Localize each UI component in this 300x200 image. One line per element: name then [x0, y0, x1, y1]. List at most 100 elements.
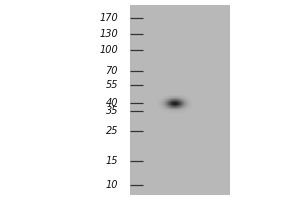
Bar	[178, 112, 179, 113]
Bar	[181, 105, 182, 106]
Bar	[179, 108, 180, 109]
Bar	[177, 105, 178, 106]
Bar	[180, 99, 181, 100]
Bar	[173, 106, 174, 107]
Bar	[168, 112, 169, 113]
Bar	[182, 106, 183, 107]
Bar	[187, 103, 188, 104]
Bar	[177, 102, 178, 103]
Bar	[180, 112, 181, 113]
Bar	[230, 0, 300, 200]
Bar	[173, 108, 174, 109]
Bar	[171, 102, 172, 103]
Bar	[164, 107, 165, 108]
Bar	[173, 105, 174, 106]
Bar	[172, 105, 173, 106]
Bar	[161, 106, 162, 107]
Bar	[173, 95, 174, 96]
Bar	[164, 97, 165, 98]
Bar	[166, 107, 167, 108]
Bar	[181, 102, 182, 103]
Bar	[187, 109, 188, 110]
Bar	[189, 98, 190, 99]
Bar	[164, 108, 165, 109]
Bar	[165, 99, 166, 100]
Bar	[162, 105, 163, 106]
Bar	[164, 105, 165, 106]
Bar	[175, 96, 176, 97]
Bar	[162, 106, 163, 107]
Bar	[188, 104, 189, 105]
Bar	[184, 96, 185, 98]
Text: 10: 10	[106, 180, 118, 190]
Bar	[171, 99, 172, 100]
Bar	[183, 110, 184, 112]
Bar	[166, 108, 167, 109]
Bar	[185, 105, 186, 106]
Bar	[169, 102, 170, 103]
Bar	[164, 110, 165, 112]
Bar	[176, 98, 177, 99]
Bar	[181, 98, 182, 99]
Bar	[170, 98, 171, 99]
Bar	[183, 98, 184, 99]
Bar	[173, 101, 174, 102]
Bar	[184, 99, 185, 100]
Bar	[175, 108, 176, 109]
Bar	[182, 95, 183, 96]
Bar	[190, 102, 191, 103]
Bar	[168, 111, 169, 112]
Bar	[172, 100, 173, 101]
Bar	[173, 102, 174, 103]
Bar	[172, 99, 173, 100]
Bar	[184, 95, 185, 96]
Bar	[185, 109, 186, 110]
Bar	[179, 95, 180, 96]
Bar	[165, 110, 166, 112]
Bar	[160, 105, 161, 106]
Bar	[172, 108, 173, 109]
Bar	[182, 98, 183, 99]
Bar	[166, 98, 167, 99]
Bar	[174, 110, 175, 112]
Bar	[164, 103, 165, 104]
Bar	[160, 104, 161, 105]
Bar	[181, 99, 182, 100]
Bar	[161, 101, 162, 102]
Bar	[159, 103, 160, 105]
Bar	[163, 96, 164, 97]
Bar	[178, 103, 179, 105]
Bar	[170, 101, 171, 102]
Text: 130: 130	[99, 29, 118, 39]
Bar	[180, 104, 181, 105]
Bar	[160, 101, 161, 102]
Bar	[170, 99, 171, 100]
Bar	[190, 100, 191, 101]
Bar	[161, 109, 162, 110]
Bar	[180, 103, 181, 104]
Bar	[176, 96, 177, 98]
Bar	[180, 103, 181, 105]
Bar	[163, 106, 164, 107]
Bar	[164, 110, 165, 111]
Bar	[173, 109, 174, 110]
Bar	[165, 106, 166, 107]
Bar	[183, 102, 184, 103]
Bar	[162, 105, 163, 106]
Bar	[160, 99, 161, 100]
Bar	[171, 110, 172, 111]
Bar	[190, 105, 191, 106]
Bar	[166, 98, 167, 99]
Bar	[178, 107, 179, 108]
Bar	[181, 105, 182, 106]
Bar	[166, 109, 167, 110]
Bar	[172, 110, 173, 111]
Bar	[191, 106, 192, 107]
Bar	[174, 105, 175, 106]
Bar	[160, 108, 161, 109]
Bar	[182, 102, 183, 103]
Bar	[160, 106, 161, 107]
Bar	[180, 95, 181, 96]
Bar	[185, 106, 186, 107]
Bar	[176, 102, 177, 103]
